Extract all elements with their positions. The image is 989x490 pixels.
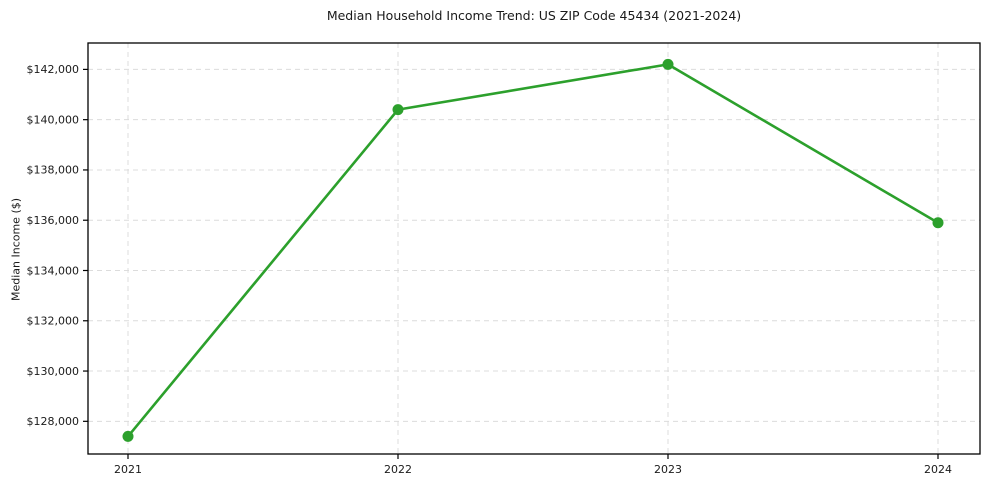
- chart-title: Median Household Income Trend: US ZIP Co…: [326, 8, 742, 23]
- data-point-2022: [392, 104, 404, 116]
- y-tick-label: $136,000: [27, 214, 80, 227]
- y-tick-label: $134,000: [27, 264, 80, 277]
- trend-line: [126, 63, 940, 438]
- y-tick-label: $140,000: [27, 113, 80, 126]
- x-tick-label: 2022: [384, 463, 412, 476]
- y-tick-label: $142,000: [27, 63, 80, 76]
- x-tick-label: 2021: [114, 463, 142, 476]
- data-point-2021: [122, 430, 134, 442]
- x-tick-label: 2023: [654, 463, 682, 476]
- x-tick-label: 2024: [924, 463, 952, 476]
- y-tick-label: $138,000: [27, 164, 80, 177]
- axes-spines: [87, 42, 981, 455]
- data-point-2023: [662, 58, 674, 70]
- data-point-2024: [932, 217, 944, 229]
- y-tick-label: $130,000: [27, 365, 80, 378]
- y-tick-label: $128,000: [27, 415, 80, 428]
- y-tick-label: $132,000: [27, 315, 80, 328]
